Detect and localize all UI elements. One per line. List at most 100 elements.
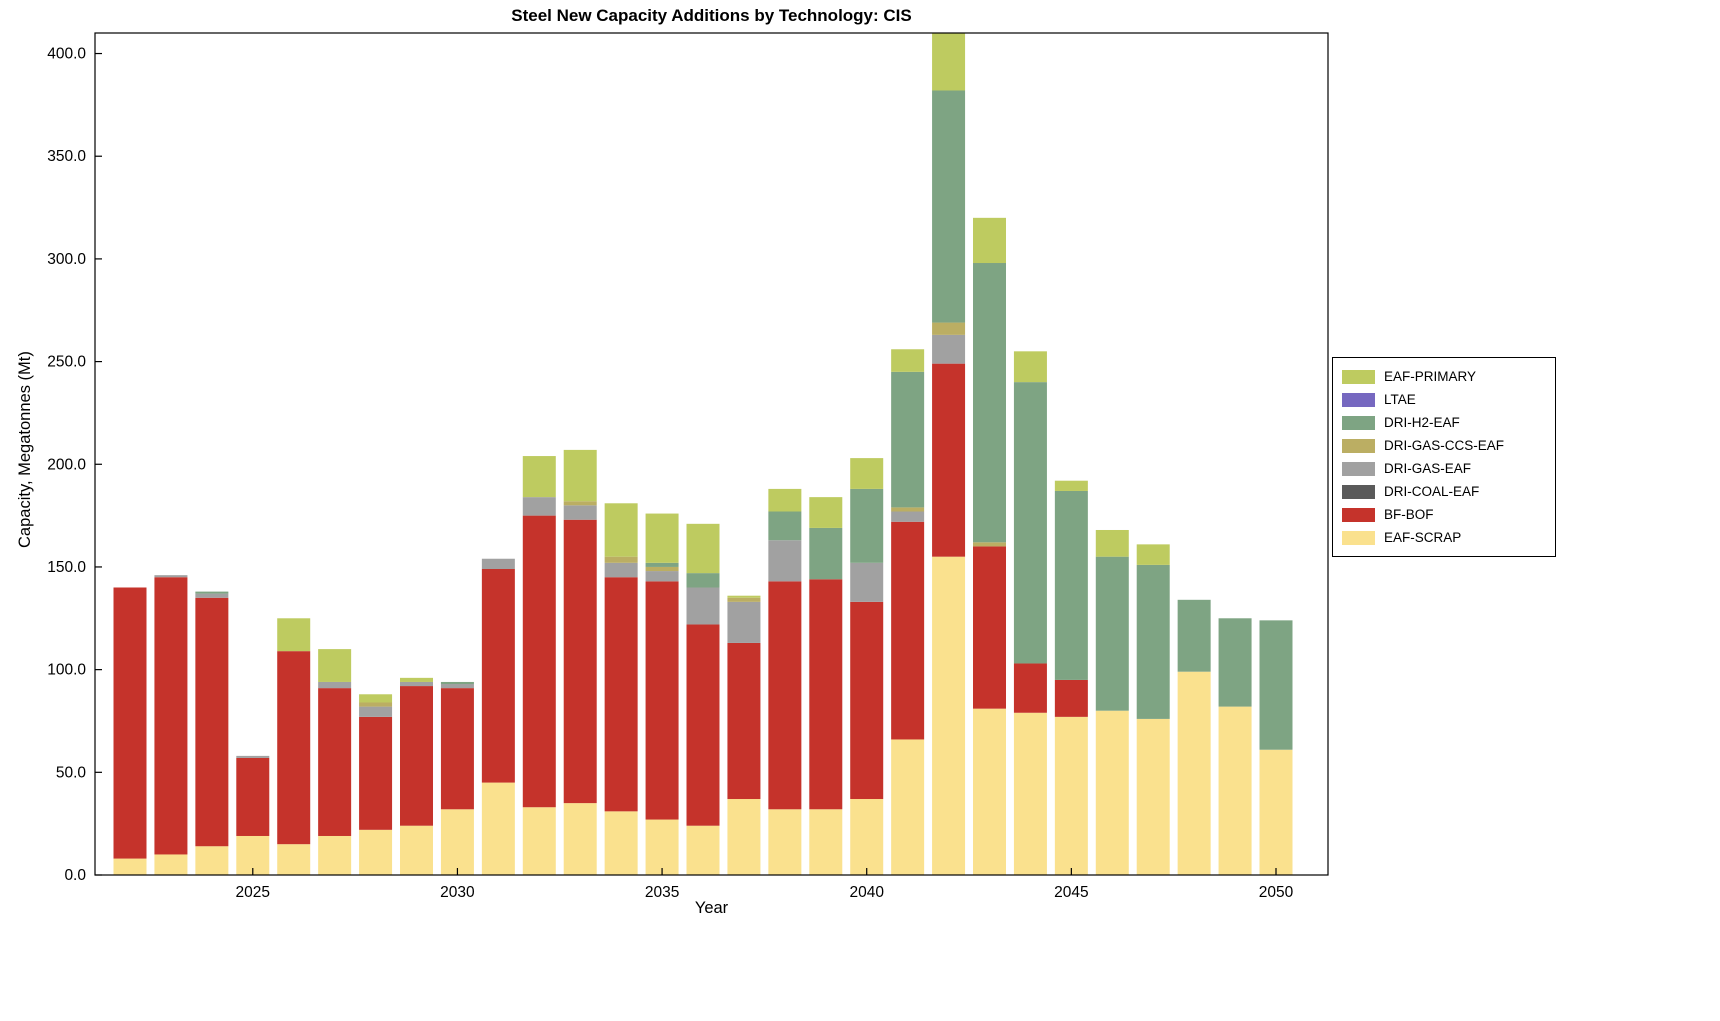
legend-label: DRI-COAL-EAF [1384,484,1480,499]
bar-segment [154,577,188,855]
bar-segment [563,505,597,520]
bar-segment [195,597,229,847]
bar-segment [973,217,1006,264]
legend-label: EAF-PRIMARY [1384,369,1477,384]
y-axis-label: Capacity, Megatonnes (Mt) [16,351,34,548]
bar-segment [768,581,802,810]
bar-segment [522,497,556,516]
bar-segment [1177,599,1211,672]
bar-segment [932,334,966,364]
bar-segment [1218,618,1252,707]
legend-item-eaf-primary: EAF-PRIMARY [1342,365,1546,388]
bar-segment [645,571,679,582]
bar-segment [154,854,188,875]
bar-segment [686,624,720,826]
bar-segment [891,349,925,372]
bar-segment [440,681,474,685]
chart-title: Steel New Capacity Additions by Technolo… [511,6,912,25]
bar-segment [1095,710,1129,875]
bar-segment [400,677,433,682]
bar-segment [645,581,679,820]
bar-segment [236,755,270,758]
bar-segment [563,803,597,875]
bar-segment [973,542,1006,547]
legend-swatch [1342,530,1375,545]
bar-segment [277,618,311,652]
bar-segment [113,587,147,859]
bar-segment [891,739,925,875]
bar-segment [604,811,638,875]
bar-segment [768,511,802,541]
legend-label: BF-BOF [1384,507,1434,522]
bar-segment [891,511,925,522]
bar-segment [1054,490,1088,680]
legend-swatch [1342,438,1375,453]
bar-segment [768,540,802,582]
legend-label: DRI-GAS-EAF [1384,461,1472,476]
bar-segment [809,527,843,580]
bar-segment [727,601,761,643]
bar-segment [973,546,1006,709]
legend-swatch [1342,369,1375,384]
bar-segment [440,688,474,810]
y-tick-label: 100.0 [47,662,86,679]
bar-segment [727,799,761,875]
bar-segment [481,558,515,570]
y-tick-label: 150.0 [47,559,86,576]
bar-segment [1136,564,1170,719]
bar-segment [277,651,311,845]
bar-segment [645,513,679,563]
x-tick-label: 2040 [849,884,884,901]
bar-segment [850,601,884,800]
bar-segment [645,819,679,875]
legend-label: DRI-H2-EAF [1384,415,1460,430]
bar-segment [440,684,474,689]
bar-segment [1013,663,1047,713]
bar-segment [1259,620,1293,750]
bar-segment [809,809,843,875]
legend-item-ltae: LTAE [1342,388,1546,411]
bar-segment [236,757,270,836]
bar-segment [277,844,311,875]
x-tick-label: 2045 [1054,884,1088,901]
bar-segment [809,497,843,528]
y-tick-label: 200.0 [47,456,86,473]
bar-segment [359,706,393,717]
bar-segment [400,825,433,875]
bar-segment [850,488,884,563]
legend-item-bf-bof: BF-BOF [1342,503,1546,526]
bar-segment [768,809,802,875]
bar-segment [727,642,761,800]
legend-item-eaf-scrap: EAF-SCRAP [1342,526,1546,549]
y-tick-label: 50.0 [56,764,87,781]
bar-segment [604,503,638,557]
bar-segment [932,322,966,335]
bar-segment [973,708,1006,875]
bar-segment [891,507,925,512]
bar-segment [1095,529,1129,557]
bar-segment [318,649,352,682]
y-tick-label: 350.0 [47,148,86,165]
bar-segment [686,825,720,875]
bar-segment [1054,679,1088,717]
bar-segment [604,562,638,578]
y-tick-label: 0.0 [64,867,86,884]
bar-segment [440,809,474,875]
legend-item-dri-h2-eaf: DRI-H2-EAF [1342,411,1546,434]
bar-segment [522,807,556,875]
x-tick-label: 2050 [1259,884,1294,901]
bar-segment [195,591,229,594]
bar-segment [481,569,515,783]
bar-segment [1136,718,1170,875]
x-tick-label: 2025 [236,884,270,901]
bar-segment [1013,351,1047,383]
legend-item-dri-coal-eaf: DRI-COAL-EAF [1342,480,1546,503]
legend-label: DRI-GAS-CCS-EAF [1384,438,1505,453]
bar-segment [522,515,556,808]
legend-swatch [1342,484,1375,499]
bar-segment [1054,716,1088,875]
legend-label: EAF-SCRAP [1384,530,1462,545]
legend: EAF-PRIMARY LTAE DRI-H2-EAF DRI-GAS-CCS-EAF… [1332,357,1556,557]
legend-item-dri-gas-ccs-eaf: DRI-GAS-CCS-EAF [1342,434,1546,457]
